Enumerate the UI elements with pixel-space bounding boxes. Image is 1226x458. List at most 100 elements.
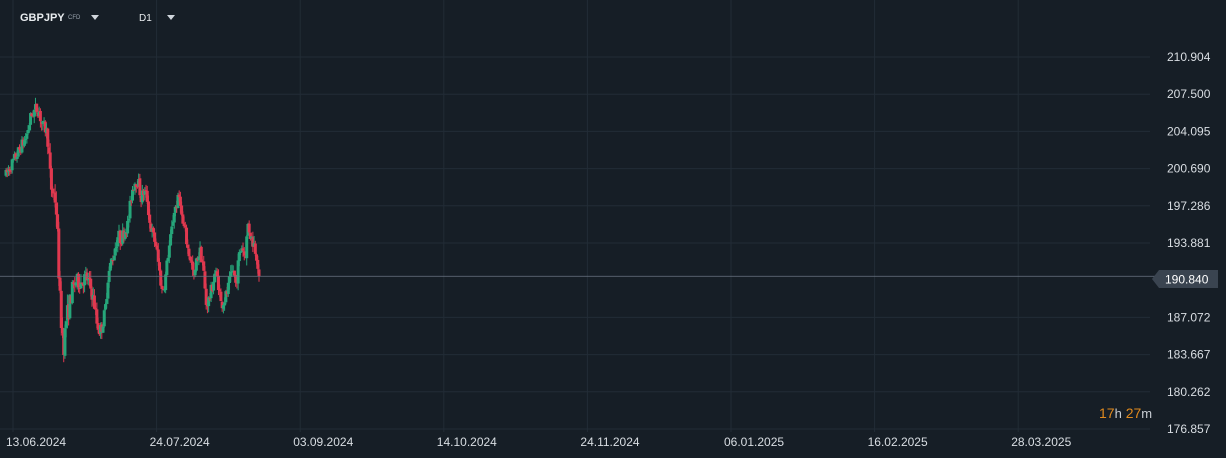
candle-body: [189, 260, 193, 262]
candle-body: [103, 304, 107, 310]
x-tick-label: 24.11.2024: [580, 435, 639, 449]
candle-body: [154, 241, 158, 246]
candle-body: [194, 258, 198, 271]
x-tick-label: 03.09.2024: [293, 435, 353, 449]
y-tick-label: 207.500: [1167, 87, 1211, 101]
candle-body: [27, 125, 31, 130]
candle-body: [112, 255, 116, 261]
candle-body: [226, 282, 230, 294]
current-price-tag: 190.840: [1152, 270, 1218, 288]
candle-body: [9, 170, 13, 172]
candle-body: [218, 289, 222, 292]
candle-body: [95, 309, 99, 324]
candle-body: [96, 322, 100, 330]
candle-body: [160, 285, 164, 289]
candle-body: [64, 321, 68, 328]
candle-body: [237, 252, 241, 262]
candle-body: [135, 186, 139, 188]
candle-body: [224, 291, 228, 303]
candle-body: [140, 190, 144, 203]
candle-body: [207, 297, 211, 307]
candle-body: [26, 130, 30, 134]
candle-body: [255, 254, 259, 261]
candle-body: [110, 259, 114, 264]
candle-body: [169, 234, 173, 246]
candle-body: [86, 278, 90, 281]
candle-body: [118, 230, 122, 244]
candle-body: [94, 308, 98, 310]
candle-body: [127, 218, 131, 221]
candle-body: [47, 147, 51, 154]
candle-body: [153, 232, 157, 242]
candle-body: [48, 152, 52, 169]
candle-body: [63, 328, 67, 356]
candle-body: [89, 278, 93, 289]
timeframe-label[interactable]: D1: [139, 13, 152, 24]
candle-body: [46, 128, 50, 147]
candle-body: [15, 156, 19, 159]
candle-body: [221, 305, 225, 309]
candle-body: [74, 282, 78, 286]
candle-body: [38, 110, 42, 122]
candle-body: [102, 310, 106, 327]
candle-body: [232, 270, 236, 276]
candlestick-series: [4, 97, 261, 363]
candle-body: [35, 103, 39, 112]
candle-body: [79, 282, 83, 289]
candle-body: [113, 248, 117, 256]
candle-body: [116, 237, 120, 247]
candle-body: [60, 327, 64, 333]
candle-body: [126, 220, 130, 234]
y-tick-label: 187.072: [1167, 310, 1211, 324]
candle-body: [178, 196, 182, 206]
candle-body: [239, 251, 243, 253]
candle-body: [30, 113, 34, 117]
timeframe-dropdown-caret-icon[interactable]: [167, 15, 175, 20]
symbol-dropdown-caret-icon[interactable]: [91, 15, 99, 20]
candle-body: [80, 282, 84, 284]
candle-body: [151, 227, 155, 233]
candle-body: [193, 270, 197, 276]
timer-hours-unit: h: [1114, 406, 1122, 421]
candle-body: [18, 147, 22, 150]
candle-body: [49, 168, 53, 190]
candle-body: [108, 262, 112, 271]
y-tick-label: 183.667: [1167, 348, 1211, 362]
candle-body: [185, 227, 189, 245]
candle-body: [24, 139, 28, 141]
candle-body: [51, 188, 55, 194]
candle-body: [22, 140, 26, 146]
current-price-value: 190.840: [1165, 273, 1209, 287]
y-tick-label: 204.095: [1167, 124, 1211, 138]
candle-body: [88, 277, 92, 279]
candle-body: [8, 169, 12, 171]
candle-body: [144, 190, 148, 192]
candle-body: [41, 120, 45, 124]
candle-body: [133, 183, 137, 191]
x-tick-label: 06.01.2025: [724, 435, 784, 449]
candle-body: [203, 271, 207, 289]
candle-body: [173, 206, 177, 213]
candle-body: [220, 301, 224, 309]
candle-body: [143, 190, 147, 195]
timer-minutes-unit: m: [1141, 406, 1153, 421]
candle-body: [138, 178, 142, 196]
candle-body: [158, 262, 162, 271]
candle-body: [197, 256, 201, 260]
candle-body: [209, 284, 213, 299]
candle-body: [212, 281, 216, 291]
candle-body: [241, 248, 245, 251]
candle-body: [76, 273, 80, 288]
candle-body: [167, 245, 171, 258]
candle-body: [56, 214, 60, 229]
x-tick-label: 13.06.2024: [6, 435, 66, 449]
candle-body: [257, 269, 261, 277]
candle-body: [183, 225, 187, 228]
candle-body: [134, 184, 138, 187]
candle-body: [223, 302, 227, 306]
candle-body: [186, 244, 190, 249]
symbol-label[interactable]: GBPJPY: [20, 12, 65, 24]
candle-body: [229, 271, 233, 277]
timer-hours: 17: [1099, 405, 1115, 421]
